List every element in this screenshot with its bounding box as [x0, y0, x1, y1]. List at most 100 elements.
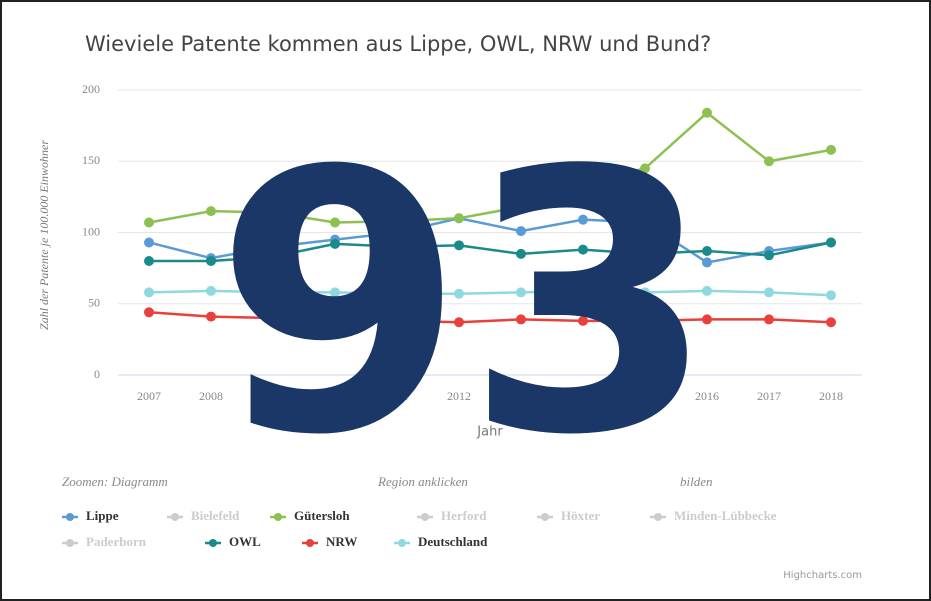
legend-symbol: [274, 513, 282, 521]
data-point: [764, 156, 774, 167]
note: Region anklicken: [377, 474, 468, 489]
legend-symbol: [66, 513, 74, 521]
data-point: [392, 288, 402, 299]
legend-item[interactable]: Minden-Lübbecke: [674, 508, 777, 523]
data-point: [764, 314, 774, 325]
data-point: [144, 287, 154, 298]
data-point: [516, 201, 526, 212]
data-point: [454, 240, 464, 251]
data-point: [640, 163, 650, 174]
data-point: [578, 214, 588, 225]
x-tick-label: 2012: [447, 389, 471, 403]
legend-item[interactable]: Bielefeld: [191, 508, 240, 523]
data-point: [330, 217, 340, 228]
data-point: [454, 317, 464, 328]
x-tick-label: 2018: [819, 389, 843, 403]
legend-symbol: [541, 513, 549, 521]
legend-symbol: [306, 539, 314, 547]
data-point: [826, 317, 836, 328]
data-point: [516, 226, 526, 237]
data-point: [392, 315, 402, 326]
legend-item[interactable]: Deutschland: [418, 534, 488, 549]
x-tick-label: 2014: [571, 389, 595, 403]
data-point: [578, 177, 588, 188]
legend-item[interactable]: Gütersloh: [294, 508, 350, 523]
data-point: [392, 241, 402, 252]
data-point: [764, 287, 774, 298]
data-point: [578, 315, 588, 326]
y-tick-label: 100: [82, 224, 100, 238]
data-point: [516, 314, 526, 325]
series-line: [148, 216, 832, 264]
data-point: [640, 287, 650, 298]
data-point: [764, 250, 774, 261]
data-point: [454, 213, 464, 224]
data-point: [330, 287, 340, 298]
x-tick-label: 2010: [323, 389, 347, 403]
data-point: [640, 315, 650, 326]
x-tick-label: 2016: [695, 389, 719, 403]
x-tick-label: 2013: [509, 389, 533, 403]
y-axis-label: Zahl der Patente je 100.000 Einwohner: [37, 140, 51, 330]
data-point: [640, 217, 650, 228]
data-point: [516, 287, 526, 298]
series-line: [148, 311, 832, 324]
series-line: [148, 289, 832, 297]
data-point: [826, 237, 836, 248]
data-point: [268, 251, 278, 262]
data-point: [578, 244, 588, 255]
x-tick-label: 2017: [757, 389, 781, 403]
data-point: [826, 144, 836, 155]
y-tick-label: 150: [82, 153, 100, 167]
data-point: [826, 290, 836, 301]
data-point: [268, 287, 278, 298]
data-point: [702, 257, 712, 268]
data-point: [144, 307, 154, 318]
legend-item[interactable]: Paderborn: [86, 534, 147, 549]
series-line: [149, 241, 832, 263]
legend-symbol: [66, 539, 74, 547]
data-point: [206, 256, 216, 266]
series-line: [148, 111, 832, 224]
x-tick-label: 2007: [137, 389, 161, 403]
data-point: [330, 238, 340, 249]
x-tick-label: 2008: [199, 389, 223, 403]
legend-symbol: [398, 539, 406, 547]
x-tick-label: 2009: [261, 389, 285, 403]
legend-item[interactable]: Herford: [441, 508, 487, 523]
y-tick-label: 0: [94, 367, 100, 381]
y-tick-label: 50: [88, 296, 100, 310]
legend-item[interactable]: OWL: [229, 534, 261, 549]
plot: 0 50 100 150 200 2007 2008 2009 2010 2011 2012 2013…: [82, 82, 862, 403]
data-point: [578, 285, 588, 296]
data-point: [206, 206, 216, 217]
data-point: [454, 288, 464, 299]
legend-item[interactable]: Höxter: [561, 508, 600, 523]
data-point: [268, 313, 278, 323]
data-point: [392, 216, 402, 227]
data-point: [144, 237, 154, 248]
data-point: [702, 107, 712, 118]
x-tick-label: 2011: [385, 389, 409, 403]
data-point: [330, 313, 340, 323]
note: Zoomen: Diagramm: [62, 474, 168, 489]
legend-item[interactable]: Lippe: [86, 508, 119, 523]
data-point: [640, 248, 650, 259]
data-point: [516, 248, 526, 259]
x-tick-label: 2015: [633, 389, 657, 403]
legend-symbol: [171, 513, 179, 521]
y-tick-label: 200: [82, 82, 100, 96]
legend-symbol: [654, 513, 662, 521]
data-point: [702, 246, 712, 257]
legend-symbol: [209, 539, 217, 547]
legend: Lippe Bielefeld Gütersloh Herford Höxter Mind…: [62, 508, 777, 549]
legend-symbol: [421, 513, 429, 521]
data-point: [206, 285, 216, 296]
data-point: [702, 314, 712, 325]
legend-item[interactable]: NRW: [326, 534, 357, 549]
data-point: [702, 285, 712, 296]
data-point: [268, 207, 278, 218]
data-point: [268, 241, 278, 252]
